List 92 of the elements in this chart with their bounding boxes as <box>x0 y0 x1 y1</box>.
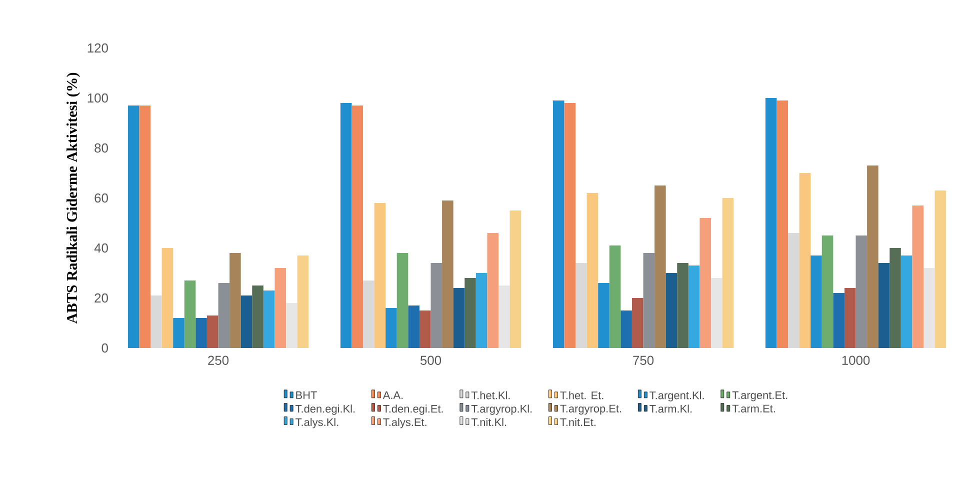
bar <box>765 98 777 348</box>
bar <box>363 280 374 348</box>
bar <box>833 293 844 348</box>
bar <box>263 290 275 348</box>
bar <box>442 200 454 348</box>
bar <box>476 273 488 348</box>
legend-label: A.A. <box>382 391 403 399</box>
bar <box>230 252 241 348</box>
bar <box>374 202 386 348</box>
y-tick-label: 80 <box>94 143 108 153</box>
bar <box>206 316 218 348</box>
bar <box>173 318 184 348</box>
bar <box>666 273 678 348</box>
bar <box>196 318 207 348</box>
legend-label: T.het.Kl. <box>471 391 510 400</box>
bar <box>218 283 230 348</box>
bar <box>677 263 688 348</box>
bar <box>252 286 264 348</box>
bar <box>150 296 162 348</box>
y-tick-label: 60 <box>94 193 108 203</box>
bar <box>912 205 924 348</box>
bar <box>340 102 352 348</box>
y-tick-label: 120 <box>88 43 108 53</box>
bar <box>184 280 196 348</box>
bar <box>419 310 431 348</box>
y-tick-label: 0 <box>102 343 108 353</box>
bar <box>609 245 621 348</box>
y-tick-label: 100 <box>88 93 108 103</box>
bar <box>710 278 722 348</box>
y-axis-title: ABTS Radikali Giderme Aktivitesi (%) <box>66 72 80 324</box>
bar <box>856 235 868 348</box>
bar <box>598 283 610 348</box>
bar <box>430 263 442 348</box>
bar <box>722 198 734 348</box>
legend-label: T.arm.Kl. <box>650 404 692 413</box>
bar <box>632 298 644 348</box>
bar <box>297 255 309 348</box>
bar <box>688 266 700 348</box>
legend-label: T.arm.Et. <box>732 404 775 412</box>
bar <box>586 192 598 348</box>
legend-label: T.argent.Et. <box>732 391 788 402</box>
bar <box>576 263 587 348</box>
bar <box>162 248 174 348</box>
bar <box>408 306 420 348</box>
bar <box>934 190 946 348</box>
bar <box>867 165 878 348</box>
legend-label: BHT <box>296 391 317 399</box>
bar <box>620 310 632 348</box>
bar <box>240 296 252 348</box>
bar <box>487 232 498 348</box>
bar <box>654 185 666 348</box>
legend-label: T.den.egi.Kl. <box>296 404 355 415</box>
bar <box>564 102 576 348</box>
legend-label: T.argent.Kl. <box>650 391 704 402</box>
legend-label: T.alys.Et. <box>383 418 426 428</box>
x-tick-label: 750 <box>633 356 654 365</box>
legend-label: T.argyrop.Kl. <box>471 404 532 415</box>
bar <box>498 286 510 348</box>
bar <box>453 288 465 348</box>
bar <box>274 268 286 348</box>
bar <box>810 255 822 348</box>
legend-label: T.den.egi.Et. <box>383 404 443 415</box>
legend-label: T.nit.Kl. <box>471 418 506 426</box>
x-tick-label: 500 <box>420 356 442 365</box>
bar <box>128 105 140 348</box>
bar <box>878 263 890 348</box>
bar <box>464 278 476 348</box>
bar <box>510 210 522 348</box>
x-tick-label: 1000 <box>842 356 870 365</box>
bar <box>788 232 800 348</box>
bar <box>923 268 935 348</box>
legend-label: T.nit.Et. <box>560 418 596 426</box>
bar <box>396 252 408 348</box>
bar <box>799 172 811 348</box>
bar <box>552 100 564 348</box>
bar <box>643 252 655 348</box>
bar <box>844 288 856 348</box>
x-tick-label: 250 <box>208 356 229 365</box>
y-tick-label: 40 <box>94 243 108 253</box>
legend-label: T.argyrop.Et. <box>560 404 622 415</box>
bar <box>352 105 364 348</box>
bar <box>700 218 711 348</box>
bar <box>386 308 397 348</box>
bar <box>822 235 834 348</box>
bar <box>139 105 151 348</box>
bar <box>890 248 901 348</box>
y-tick-label: 20 <box>94 293 108 303</box>
bar <box>776 100 788 348</box>
bar <box>286 303 298 348</box>
bar <box>900 255 912 348</box>
legend-label: T.het. Et. <box>560 391 604 400</box>
legend-label: T.alys.Kl. <box>296 418 338 428</box>
